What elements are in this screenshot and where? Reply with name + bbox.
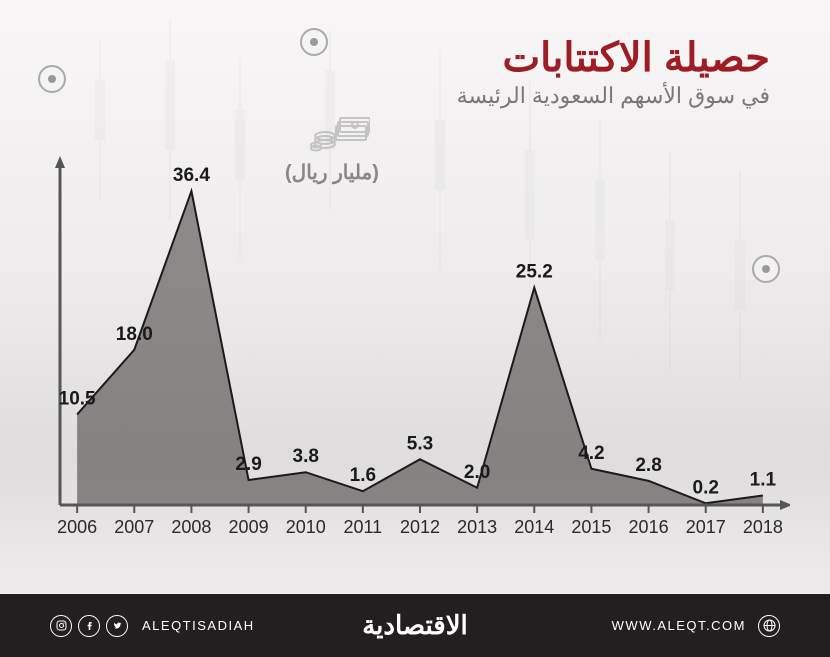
decorative-node (38, 65, 66, 93)
value-label: 1.1 (750, 470, 777, 491)
value-label: 36.4 (173, 165, 210, 186)
x-axis-arrow (780, 500, 790, 510)
decorative-node (300, 28, 328, 56)
year-label: 2011 (343, 517, 382, 537)
value-label: 25.2 (516, 262, 553, 283)
facebook-icon (78, 615, 100, 637)
value-label: 18.0 (116, 324, 153, 345)
year-label: 2012 (400, 517, 440, 537)
value-label: 5.3 (407, 433, 433, 454)
area-chart: 10.5200618.0200736.420082.920093.820101.… (50, 150, 790, 530)
website-url: WWW.ALEQT.COM (612, 618, 746, 633)
chart-title: حصيلة الاكتتابات (457, 35, 770, 81)
brand-logo: الاقتصادية (362, 610, 468, 641)
value-label: 10.5 (59, 388, 96, 409)
value-label: 3.8 (293, 446, 319, 467)
year-label: 2009 (229, 517, 269, 537)
year-label: 2008 (171, 517, 211, 537)
value-label: 0.2 (693, 477, 719, 498)
value-label: 2.9 (235, 454, 261, 475)
year-label: 2014 (514, 517, 554, 537)
y-axis-arrow (55, 156, 65, 168)
footer-url: WWW.ALEQT.COM (612, 615, 780, 637)
year-label: 2010 (286, 517, 326, 537)
year-label: 2017 (686, 517, 726, 537)
twitter-icon (106, 615, 128, 637)
infographic-container: حصيلة الاكتتابات في سوق الأسهم السعودية … (0, 0, 830, 657)
value-label: 4.2 (578, 443, 604, 464)
chart-subtitle: في سوق الأسهم السعودية الرئيسة (457, 83, 770, 109)
footer-bar: ALEQTISADIAH الاقتصادية WWW.ALEQT.COM (0, 594, 830, 657)
globe-icon (758, 615, 780, 637)
year-label: 2018 (743, 517, 783, 537)
value-label: 2.8 (635, 455, 661, 476)
year-label: 2015 (571, 517, 611, 537)
year-label: 2006 (57, 517, 97, 537)
value-label: 1.6 (350, 465, 376, 486)
instagram-icon (50, 615, 72, 637)
value-label: 2.0 (464, 462, 490, 483)
year-label: 2016 (629, 517, 669, 537)
year-label: 2013 (457, 517, 497, 537)
chart-header: حصيلة الاكتتابات في سوق الأسهم السعودية … (457, 35, 770, 109)
footer-social: ALEQTISADIAH (50, 615, 255, 637)
social-handle: ALEQTISADIAH (142, 618, 255, 633)
year-label: 2007 (114, 517, 154, 537)
